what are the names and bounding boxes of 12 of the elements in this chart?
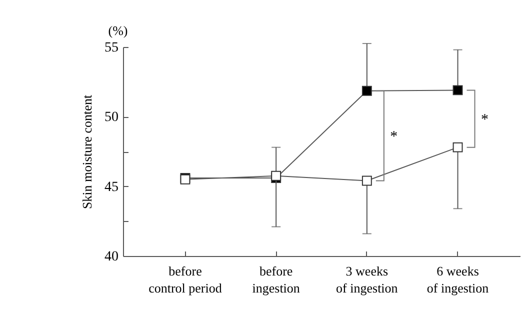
y-tick-label: 50 — [104, 110, 118, 126]
y-tick-label: 55 — [104, 40, 118, 56]
x-tick-label: before control period — [148, 264, 222, 296]
annotation: * — [481, 112, 489, 128]
x-tick-label: 6 weeks of ingestion — [426, 264, 490, 296]
text: (%) — [108, 23, 128, 38]
x-tick-label: before ingestion — [252, 264, 300, 296]
x-tick-label: 3 weeks of ingestion — [336, 264, 398, 296]
y-axis-title: Skin moisture content — [80, 94, 94, 210]
annotation: * — [390, 128, 398, 145]
y-tick-label: 40 — [104, 250, 118, 264]
y-tick-label: 45 — [104, 180, 118, 195]
